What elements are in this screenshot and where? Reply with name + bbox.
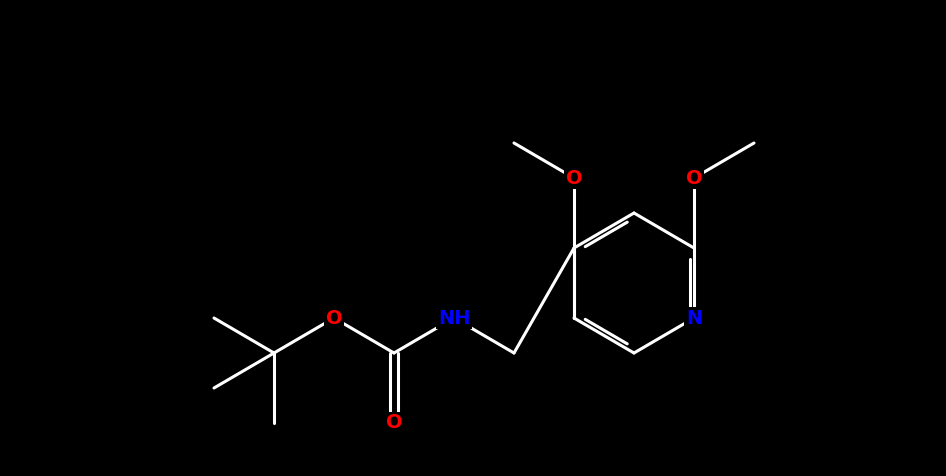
Text: O: O (566, 169, 583, 188)
Text: O: O (686, 169, 702, 188)
Text: N: N (686, 308, 702, 327)
Text: NH: NH (438, 308, 470, 327)
Text: O: O (386, 414, 402, 433)
Text: O: O (325, 308, 342, 327)
